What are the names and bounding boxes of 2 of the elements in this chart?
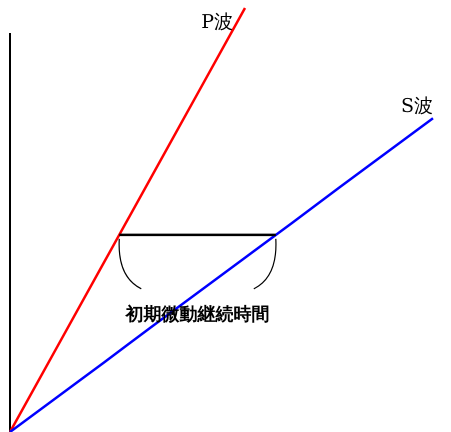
series-label: S波 [400, 95, 433, 118]
series-label: P波 [201, 11, 233, 33]
